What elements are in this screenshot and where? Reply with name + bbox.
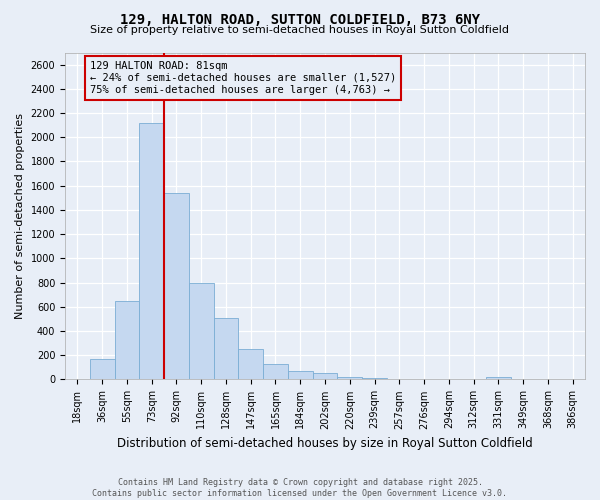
Bar [486,377,511,380]
Bar [288,371,313,380]
Text: Size of property relative to semi-detached houses in Royal Sutton Coldfield: Size of property relative to semi-detach… [91,25,509,35]
Y-axis label: Number of semi-detached properties: Number of semi-detached properties [15,113,25,319]
Text: 129, HALTON ROAD, SUTTON COLDFIELD, B73 6NY: 129, HALTON ROAD, SUTTON COLDFIELD, B73 … [120,12,480,26]
Bar [313,374,337,380]
Bar [238,349,263,380]
Bar [189,282,214,380]
Bar [90,359,115,380]
Bar [387,378,412,380]
Bar [337,377,362,380]
Bar [511,379,535,380]
Bar [115,300,139,380]
Bar [139,122,164,380]
Bar [65,379,90,380]
Bar [362,378,387,380]
X-axis label: Distribution of semi-detached houses by size in Royal Sutton Coldfield: Distribution of semi-detached houses by … [117,437,533,450]
Bar [164,193,189,380]
Bar [263,364,288,380]
Text: Contains HM Land Registry data © Crown copyright and database right 2025.
Contai: Contains HM Land Registry data © Crown c… [92,478,508,498]
Text: 129 HALTON ROAD: 81sqm
← 24% of semi-detached houses are smaller (1,527)
75% of : 129 HALTON ROAD: 81sqm ← 24% of semi-det… [90,62,396,94]
Bar [214,318,238,380]
